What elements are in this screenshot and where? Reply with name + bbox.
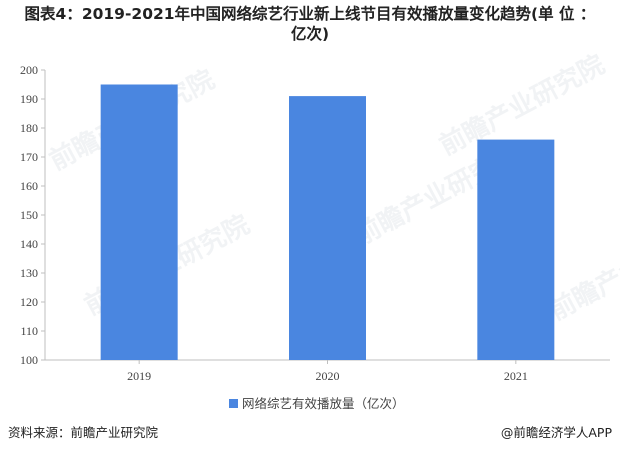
bar <box>289 96 366 360</box>
bar <box>100 84 178 360</box>
y-tick-label: 100 <box>20 353 38 367</box>
y-tick-label: 110 <box>20 324 38 338</box>
y-tick-label: 120 <box>20 295 38 309</box>
legend-label: 网络综艺有效播放量（亿次） <box>242 396 405 411</box>
y-tick-label: 150 <box>20 208 38 222</box>
y-tick-label: 140 <box>20 237 38 251</box>
chart-title-line2: 亿次) <box>290 25 330 43</box>
brand-credit: @前瞻经济学人APP <box>500 425 612 440</box>
chart-title: 图表4：2019-2021年中国网络综艺行业新上线节目有效播放量变化趋势(单 位… <box>0 4 620 44</box>
y-tick-label: 190 <box>20 92 38 106</box>
x-tick-label: 2020 <box>316 369 340 383</box>
y-tick-label: 200 <box>20 63 38 77</box>
legend-swatch <box>229 399 238 408</box>
y-tick-label: 130 <box>20 266 38 280</box>
x-tick-label: 2021 <box>504 369 528 383</box>
chart-title-line1: 图表4：2019-2021年中国网络综艺行业新上线节目有效播放量变化趋势(单 位… <box>24 5 596 23</box>
source-note: 资料来源：前瞻产业研究院 <box>8 425 159 440</box>
x-tick-label: 2019 <box>127 369 151 383</box>
bar <box>477 139 555 360</box>
y-tick-label: 160 <box>20 179 38 193</box>
y-tick-label: 180 <box>20 121 38 135</box>
y-tick-label: 170 <box>20 150 38 164</box>
